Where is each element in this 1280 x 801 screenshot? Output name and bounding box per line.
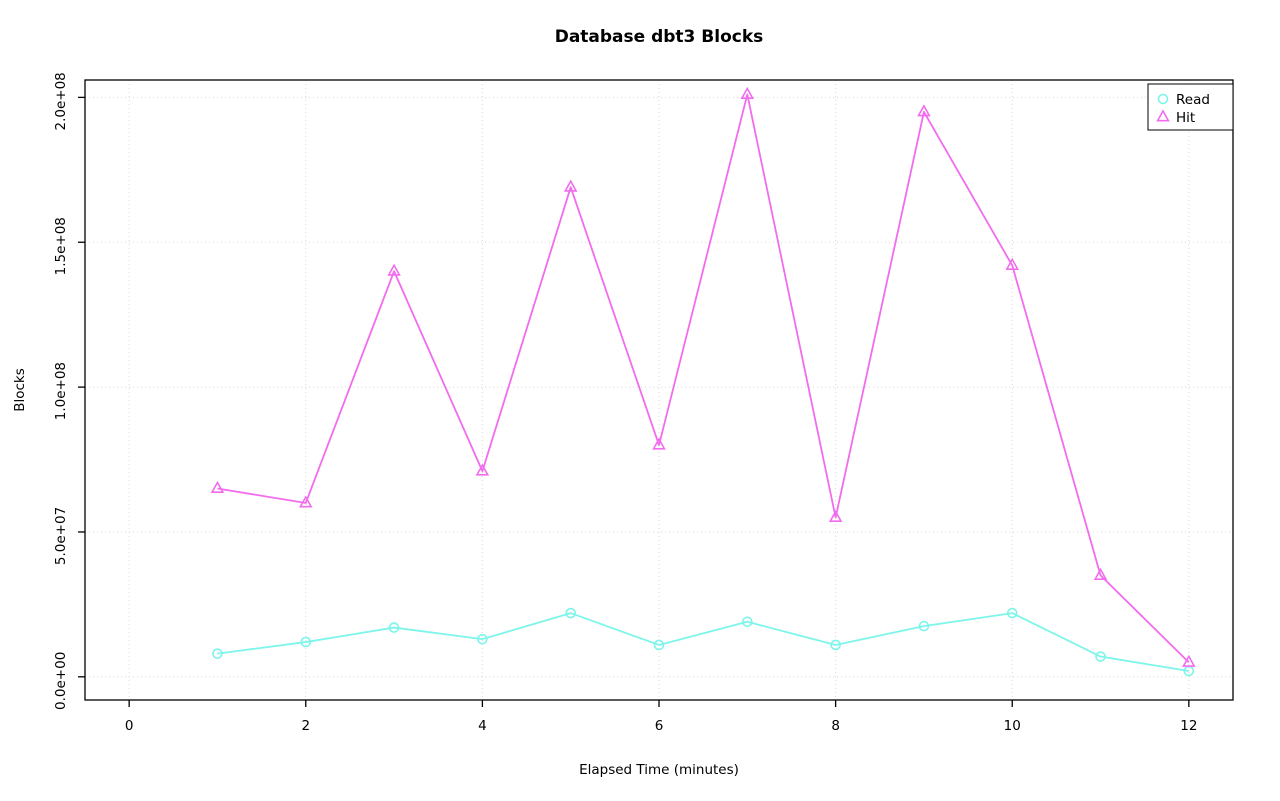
series-read-marker — [212, 648, 223, 659]
x-axis-label: Elapsed Time (minutes) — [579, 762, 739, 778]
series-hit-marker — [1182, 654, 1196, 667]
series-hit-marker — [1093, 567, 1108, 580]
series-hit-marker — [652, 437, 666, 450]
y-tick-label: 1.5e+08 — [53, 217, 69, 275]
legend-box — [1147, 83, 1234, 131]
x-tick-label: 2 — [301, 718, 310, 734]
x-tick-label: 6 — [655, 718, 664, 734]
series-hit-marker — [1005, 257, 1019, 270]
legend-marker-hit — [1156, 109, 1170, 122]
series-read-marker — [565, 607, 576, 619]
series-hit-marker — [299, 495, 313, 508]
series-read-marker — [1095, 651, 1106, 662]
y-tick-label: 1.0e+08 — [53, 362, 69, 420]
series-read-marker — [477, 633, 488, 645]
legend-marker-read — [1157, 93, 1169, 105]
y-tick-label: 0.0e+00 — [53, 652, 69, 710]
series-hit-marker — [917, 104, 931, 117]
series-hit-marker — [828, 509, 843, 522]
y-tick-label: 2.0e+08 — [53, 72, 69, 130]
legend-label-read: Read — [1176, 92, 1210, 108]
x-tick-label: 0 — [125, 718, 134, 734]
series-read-marker — [388, 622, 400, 633]
series-read-marker — [918, 620, 930, 632]
x-tick-label: 10 — [1004, 718, 1021, 734]
series-hit-line — [217, 93, 1190, 663]
series-hit-marker — [387, 263, 401, 276]
series-read-marker — [1006, 607, 1018, 619]
legend-label-hit: Hit — [1176, 110, 1195, 126]
x-tick-label: 8 — [831, 718, 840, 734]
series-read-marker — [830, 639, 841, 651]
series-hit-marker — [563, 179, 578, 192]
x-tick-label: 4 — [478, 718, 487, 734]
y-tick-label: 5.0e+07 — [53, 507, 69, 565]
series-read-marker — [653, 639, 665, 651]
series-hit-marker — [740, 86, 755, 100]
series-read-marker — [300, 636, 312, 648]
series-hit-marker — [210, 480, 225, 494]
series-hit-marker — [475, 463, 490, 476]
x-tick-label: 12 — [1180, 718, 1197, 734]
series-read-marker — [742, 616, 753, 628]
series-read-line — [217, 612, 1189, 672]
chart-title: Database dbt3 Blocks — [554, 27, 764, 47]
